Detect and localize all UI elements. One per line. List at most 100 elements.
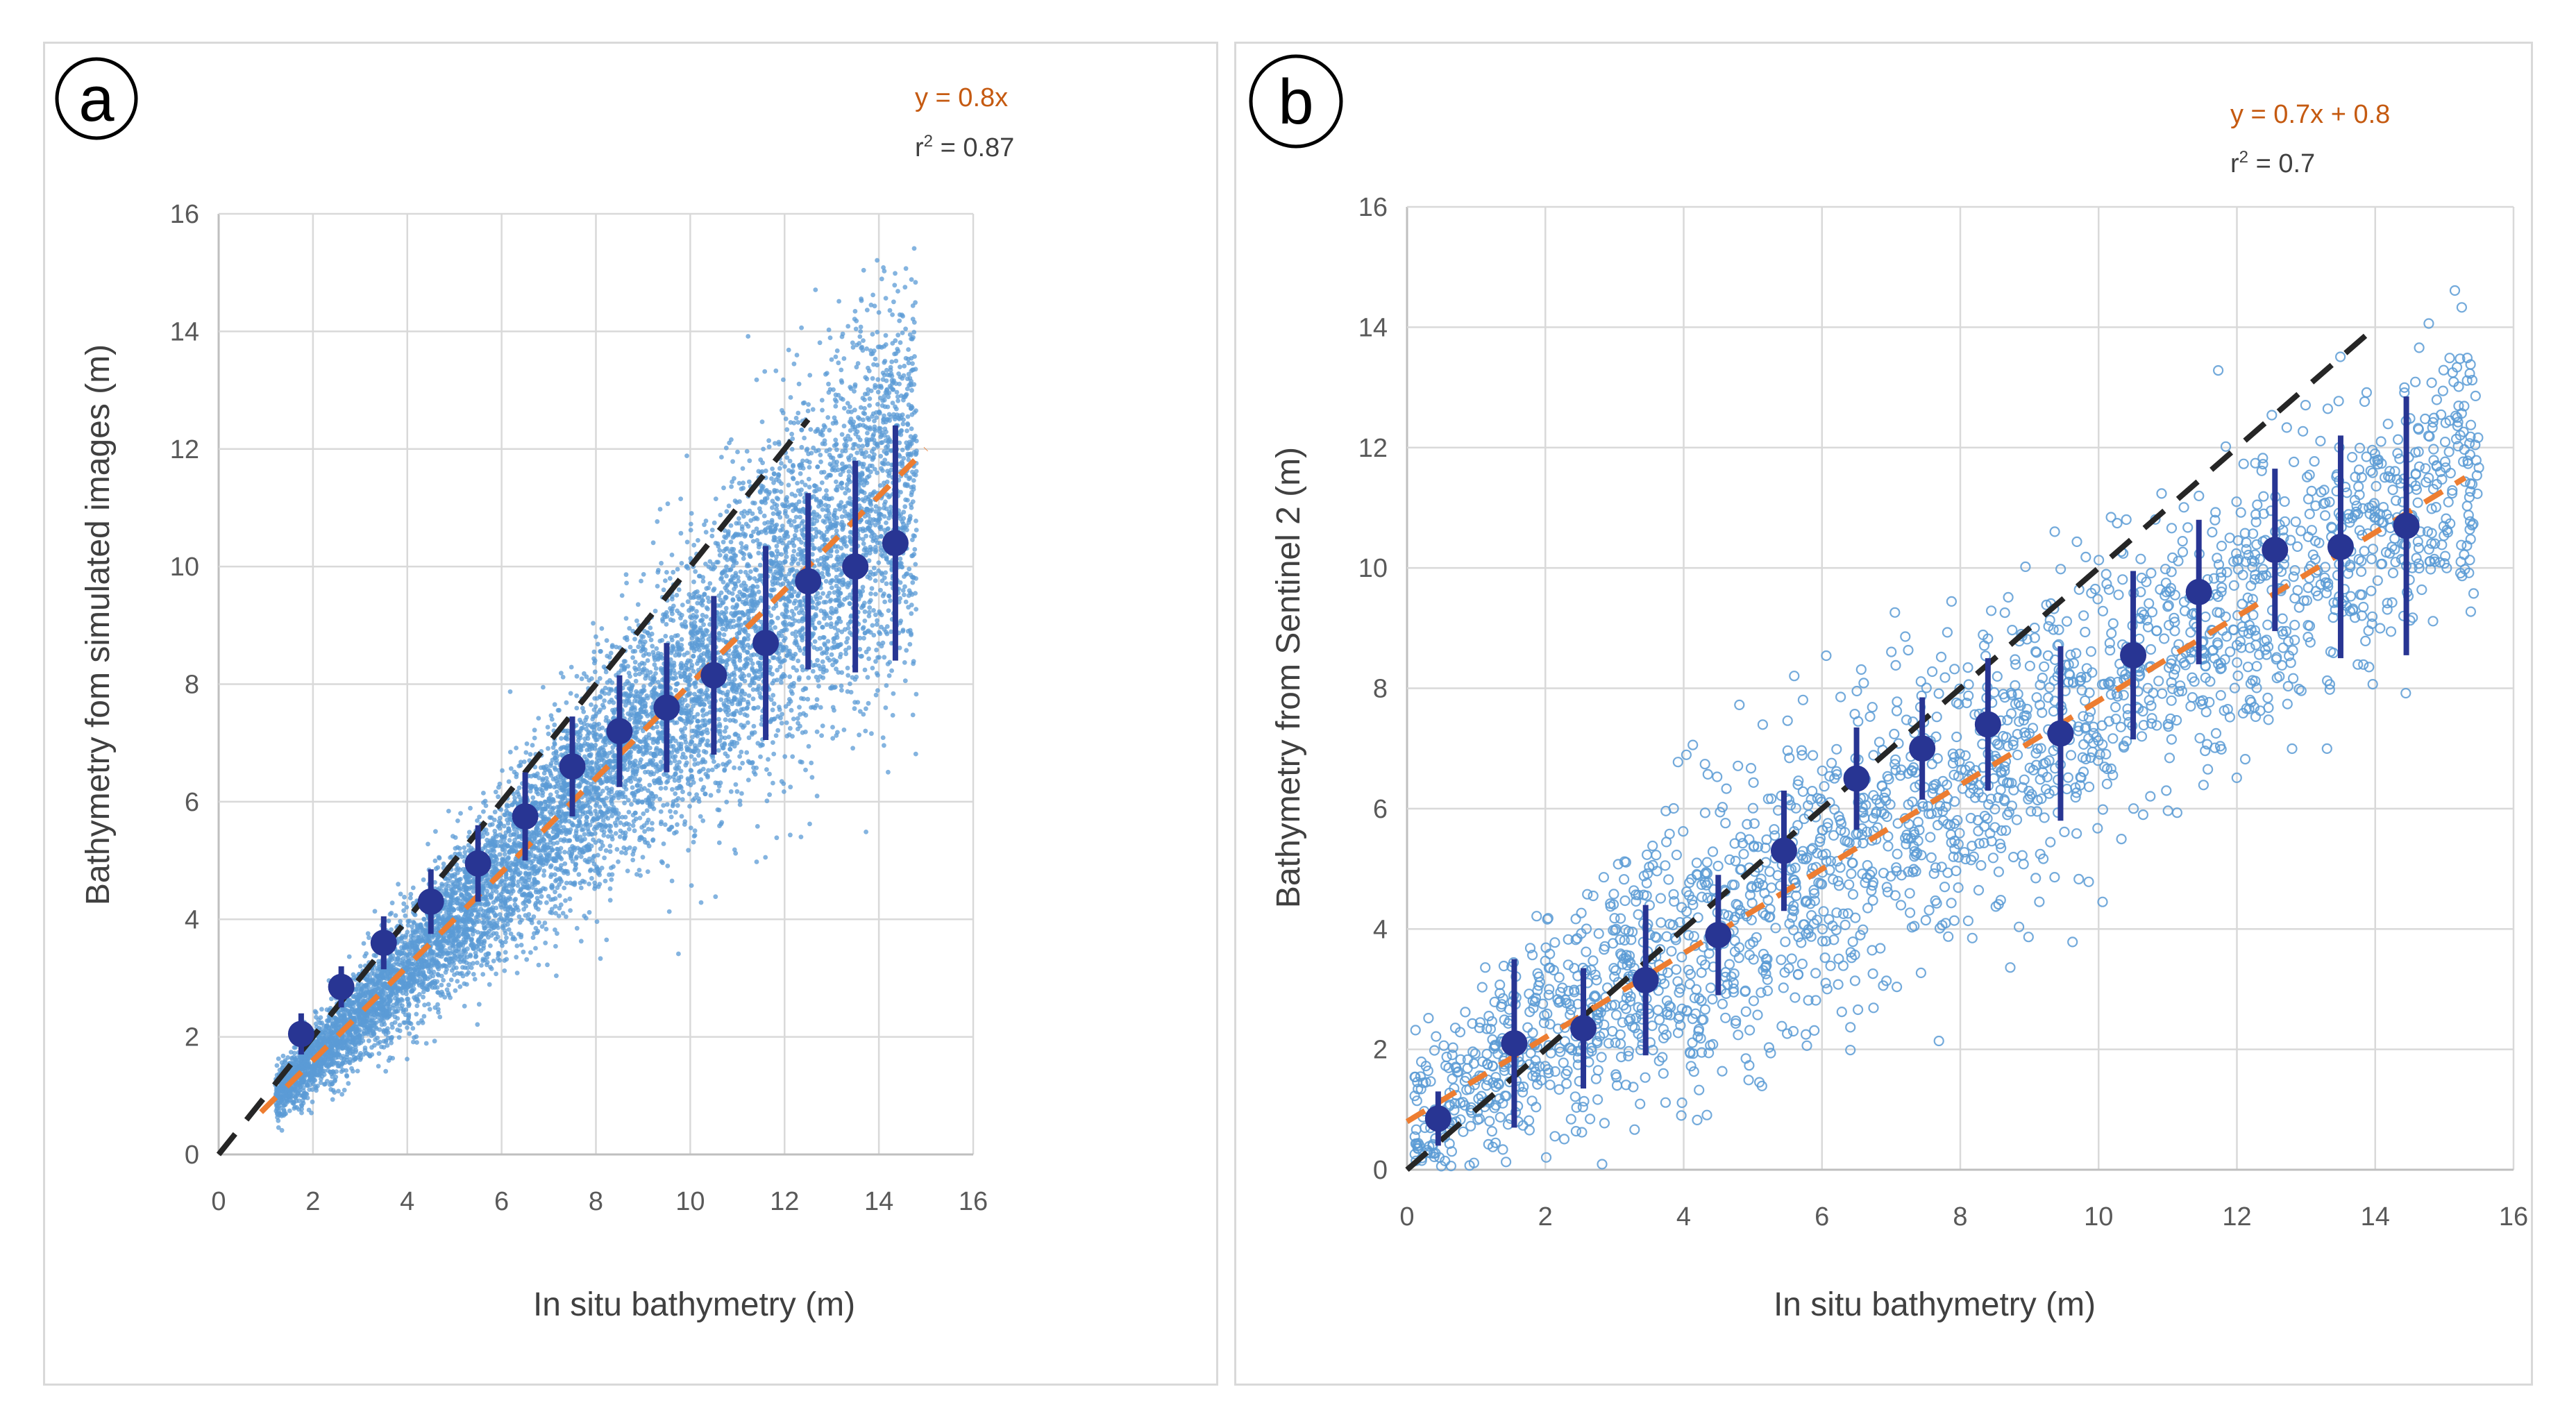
scatter-point — [661, 587, 666, 593]
scatter-point — [700, 612, 705, 618]
scatter-point — [834, 548, 840, 554]
scatter-point — [741, 725, 746, 730]
scatter-point — [757, 506, 762, 512]
scatter-point — [735, 449, 740, 455]
scatter-point — [862, 609, 868, 614]
scatter-point — [855, 451, 860, 455]
scatter-point — [819, 470, 824, 475]
scatter-point — [516, 791, 521, 797]
scatter-point — [698, 900, 704, 905]
scatter-point — [873, 692, 879, 698]
scatter-point — [759, 499, 764, 505]
scatter-point — [700, 818, 706, 823]
scatter-point — [815, 464, 820, 469]
scatter-point — [779, 461, 784, 466]
scatter-point — [795, 658, 801, 664]
scatter-point — [862, 667, 868, 673]
scatter-point — [746, 334, 751, 339]
scatter-point — [787, 674, 793, 680]
scatter-point — [795, 480, 800, 486]
scatter-point — [696, 753, 701, 758]
scatter-point — [489, 966, 494, 971]
scatter-point — [833, 354, 839, 360]
scatter-point — [805, 408, 811, 414]
scatter-point — [670, 611, 675, 616]
scatter-point — [583, 916, 589, 921]
scatter-point — [907, 332, 913, 337]
scatter-point — [857, 732, 861, 738]
scatter-point — [912, 547, 918, 552]
scatter-point — [663, 578, 668, 583]
scatter-point — [910, 712, 916, 718]
scatter-point — [798, 514, 802, 520]
scatter-point — [914, 607, 919, 612]
scatter-point — [441, 862, 446, 866]
scatter-point — [535, 791, 541, 797]
scatter-point — [838, 652, 843, 657]
scatter-point — [867, 605, 873, 610]
scatter-point — [609, 797, 614, 802]
scatter-point — [367, 1038, 371, 1043]
scatter-point — [845, 665, 850, 671]
scatter-point — [746, 720, 750, 725]
scatter-point — [774, 507, 779, 512]
scatter-point — [680, 797, 685, 802]
scatter-point — [618, 820, 623, 825]
scatter-point — [437, 855, 441, 860]
scatter-point — [668, 814, 674, 820]
scatter-point — [650, 540, 656, 546]
scatter-point — [884, 506, 889, 512]
scatter-point — [835, 484, 840, 489]
scatter-point — [830, 578, 835, 583]
scatter-point — [846, 464, 852, 469]
scatter-point — [676, 951, 681, 957]
scatter-point — [884, 624, 890, 629]
scatter-point — [746, 693, 752, 698]
scatter-point — [356, 1041, 362, 1046]
scatter-point — [829, 548, 834, 554]
scatter-point — [477, 814, 482, 820]
panel-a-badge: a — [55, 57, 138, 140]
scatter-point — [739, 541, 744, 546]
scatter-point — [866, 656, 871, 662]
scatter-point — [667, 575, 673, 581]
scatter-point — [637, 639, 643, 645]
scatter-point — [623, 850, 628, 856]
scatter-point — [898, 364, 902, 369]
scatter-point — [877, 511, 882, 516]
scatter-point — [604, 638, 609, 643]
scatter-point — [750, 687, 756, 692]
scatter-point — [695, 600, 700, 606]
scatter-point — [480, 834, 486, 839]
scatter-point — [435, 1002, 440, 1007]
scatter-point — [373, 1037, 378, 1043]
scatter-point — [909, 469, 915, 475]
scatter-point — [739, 524, 745, 529]
scatter-point — [651, 806, 657, 812]
scatter-point — [533, 925, 539, 931]
scatter-point — [559, 736, 564, 741]
scatter-point — [907, 475, 913, 480]
scatter-point — [820, 625, 825, 630]
scatter-point — [825, 655, 830, 661]
scatter-point — [746, 735, 752, 741]
scatter-point — [591, 621, 596, 626]
scatter-point — [748, 518, 754, 523]
scatter-point — [813, 287, 818, 292]
scatter-point — [659, 560, 664, 566]
scatter-point — [862, 392, 868, 397]
scatter-point — [736, 736, 742, 741]
scatter-point — [407, 896, 413, 900]
scatter-point — [726, 734, 732, 739]
scatter-point — [722, 729, 727, 734]
scatter-point — [754, 526, 759, 532]
scatter-point — [903, 266, 909, 271]
scatter-point — [789, 431, 794, 437]
scatter-point — [492, 828, 498, 834]
scatter-point — [862, 619, 868, 623]
scatter-point — [885, 469, 890, 474]
scatter-point — [689, 728, 695, 734]
scatter-point — [830, 705, 836, 710]
scatter-point — [594, 634, 598, 639]
scatter-point — [727, 718, 733, 723]
